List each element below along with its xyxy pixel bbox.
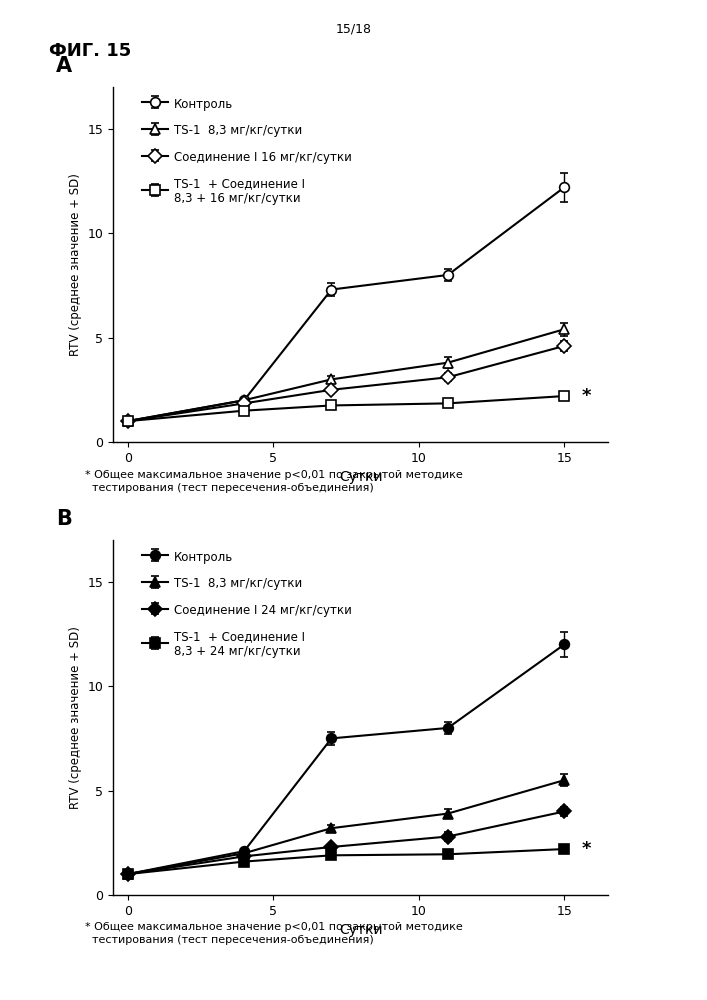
Y-axis label: RTV (среднее значение + SD): RTV (среднее значение + SD) [69,626,82,809]
Text: A: A [57,56,72,76]
Text: *: * [582,387,591,405]
X-axis label: Сутки: Сутки [339,470,382,484]
Text: *: * [582,840,591,858]
Text: * Общее максимальное значение р<0,01 по закрытой методике
  тестирования (тест п: * Общее максимальное значение р<0,01 по … [85,470,462,493]
Text: 15/18: 15/18 [336,22,371,35]
Legend: Контроль, TS-1  8,3 мг/кг/сутки, Соединение I 16 мг/кг/сутки, TS-1  + Соединение: Контроль, TS-1 8,3 мг/кг/сутки, Соединен… [139,93,356,208]
Legend: Контроль, TS-1  8,3 мг/кг/сутки, Соединение I 24 мг/кг/сутки, TS-1  + Соединение: Контроль, TS-1 8,3 мг/кг/сутки, Соединен… [139,546,356,661]
Text: B: B [57,509,72,529]
X-axis label: Сутки: Сутки [339,923,382,937]
Y-axis label: RTV (среднее значение + SD): RTV (среднее значение + SD) [69,173,82,356]
Text: * Общее максимальное значение р<0,01 по закрытой методике
  тестирования (тест п: * Общее максимальное значение р<0,01 по … [85,922,462,945]
Text: ФИГ. 15: ФИГ. 15 [49,42,132,60]
